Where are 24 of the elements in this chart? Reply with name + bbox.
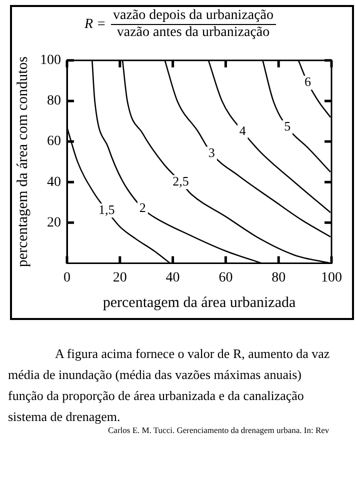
text: Carlos E. M. Tucci. Gerenciamento da drenagem urbana. In: Rev bbox=[108, 425, 330, 435]
x-tick-label: 0 bbox=[64, 270, 70, 286]
y-axis-title: percentagem da área com condutos bbox=[14, 56, 31, 268]
x-tick-label: 80 bbox=[272, 270, 286, 286]
series-label: 6 bbox=[304, 74, 312, 90]
y-tick-label: 100 bbox=[40, 53, 61, 68]
y-tick-label: 80 bbox=[47, 94, 61, 109]
text: A figura acima fornece o valor de R, aumento da vaz bbox=[55, 345, 330, 363]
series-label: 5 bbox=[284, 118, 291, 134]
x-tick-label: 60 bbox=[218, 270, 233, 286]
x-tick-label: 40 bbox=[166, 270, 180, 286]
series-label: 3 bbox=[208, 145, 215, 160]
y-tick-label: 20 bbox=[47, 215, 61, 230]
text: função da proporção de área urbanizada e da canalização bbox=[8, 387, 304, 405]
text: sistema de drenagem. bbox=[8, 408, 120, 426]
series-label: 2 bbox=[139, 200, 146, 215]
y-tick-label: 40 bbox=[47, 174, 61, 190]
chart-subtitle: vazão antes da urbanização bbox=[116, 25, 271, 41]
text: média de inundação (média das vazões máximas anuais) bbox=[8, 366, 302, 384]
x-axis-title: percentagem da área urbanizada bbox=[102, 294, 296, 311]
y-tick-label: 60 bbox=[47, 134, 61, 150]
series-label: 4 bbox=[239, 122, 246, 138]
x-tick-label: 100 bbox=[321, 270, 342, 286]
x-tick-label: 20 bbox=[112, 270, 127, 286]
